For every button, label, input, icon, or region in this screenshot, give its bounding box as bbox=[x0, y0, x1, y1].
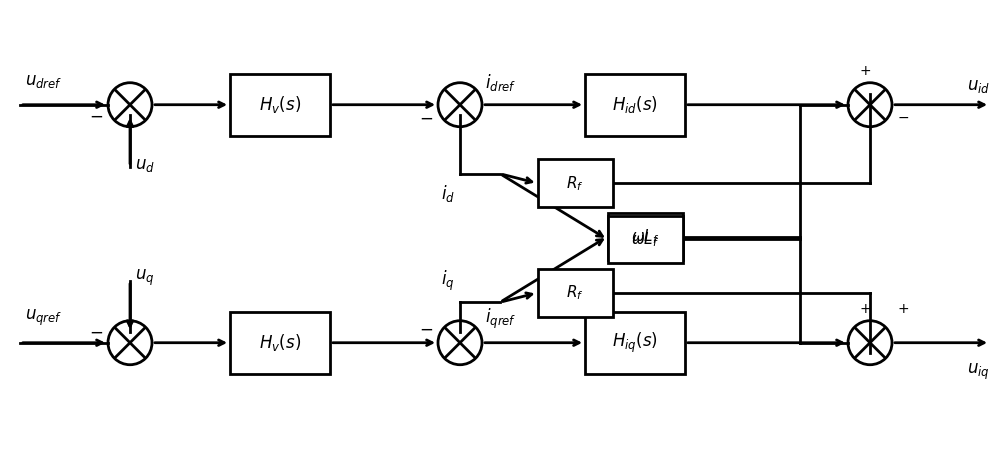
Bar bbox=[230, 74, 330, 136]
Bar bbox=[608, 216, 682, 263]
Text: $-$: $-$ bbox=[419, 321, 433, 338]
Bar bbox=[538, 269, 612, 317]
Text: $+$: $+$ bbox=[859, 302, 871, 316]
Text: $\omega L_f$: $\omega L_f$ bbox=[631, 230, 659, 249]
Bar bbox=[230, 312, 330, 374]
Text: $H_v(s)$: $H_v(s)$ bbox=[259, 332, 301, 353]
Text: $u_d$: $u_d$ bbox=[135, 157, 155, 174]
Bar bbox=[585, 74, 685, 136]
Text: $H_v(s)$: $H_v(s)$ bbox=[259, 94, 301, 115]
Text: $-$: $-$ bbox=[897, 109, 909, 123]
Text: $+$: $+$ bbox=[897, 302, 909, 316]
Text: $\omega L_f$: $\omega L_f$ bbox=[631, 227, 659, 246]
Text: $H_{iq}(s)$: $H_{iq}(s)$ bbox=[612, 331, 658, 355]
Text: $u_{id}$: $u_{id}$ bbox=[967, 78, 990, 95]
Text: $R_f$: $R_f$ bbox=[566, 283, 584, 302]
Text: $-$: $-$ bbox=[89, 107, 103, 124]
Text: $i_q$: $i_q$ bbox=[441, 268, 455, 293]
Text: $-$: $-$ bbox=[89, 323, 103, 340]
Text: $u_{iq}$: $u_{iq}$ bbox=[967, 362, 990, 382]
Text: $i_{qref}$: $i_{qref}$ bbox=[485, 307, 517, 331]
Text: $i_{dref}$: $i_{dref}$ bbox=[485, 72, 517, 93]
Text: $-$: $-$ bbox=[419, 109, 433, 127]
Text: $u_{qref}$: $u_{qref}$ bbox=[25, 308, 62, 328]
Bar bbox=[538, 159, 612, 207]
Text: $H_{id}(s)$: $H_{id}(s)$ bbox=[612, 94, 658, 115]
Text: $i_d$: $i_d$ bbox=[441, 183, 455, 204]
Bar bbox=[608, 213, 682, 260]
Text: $+$: $+$ bbox=[859, 64, 871, 78]
Text: $u_q$: $u_q$ bbox=[135, 268, 154, 288]
Bar bbox=[585, 312, 685, 374]
Text: $u_{dref}$: $u_{dref}$ bbox=[25, 73, 62, 90]
Text: $R_f$: $R_f$ bbox=[566, 174, 584, 193]
